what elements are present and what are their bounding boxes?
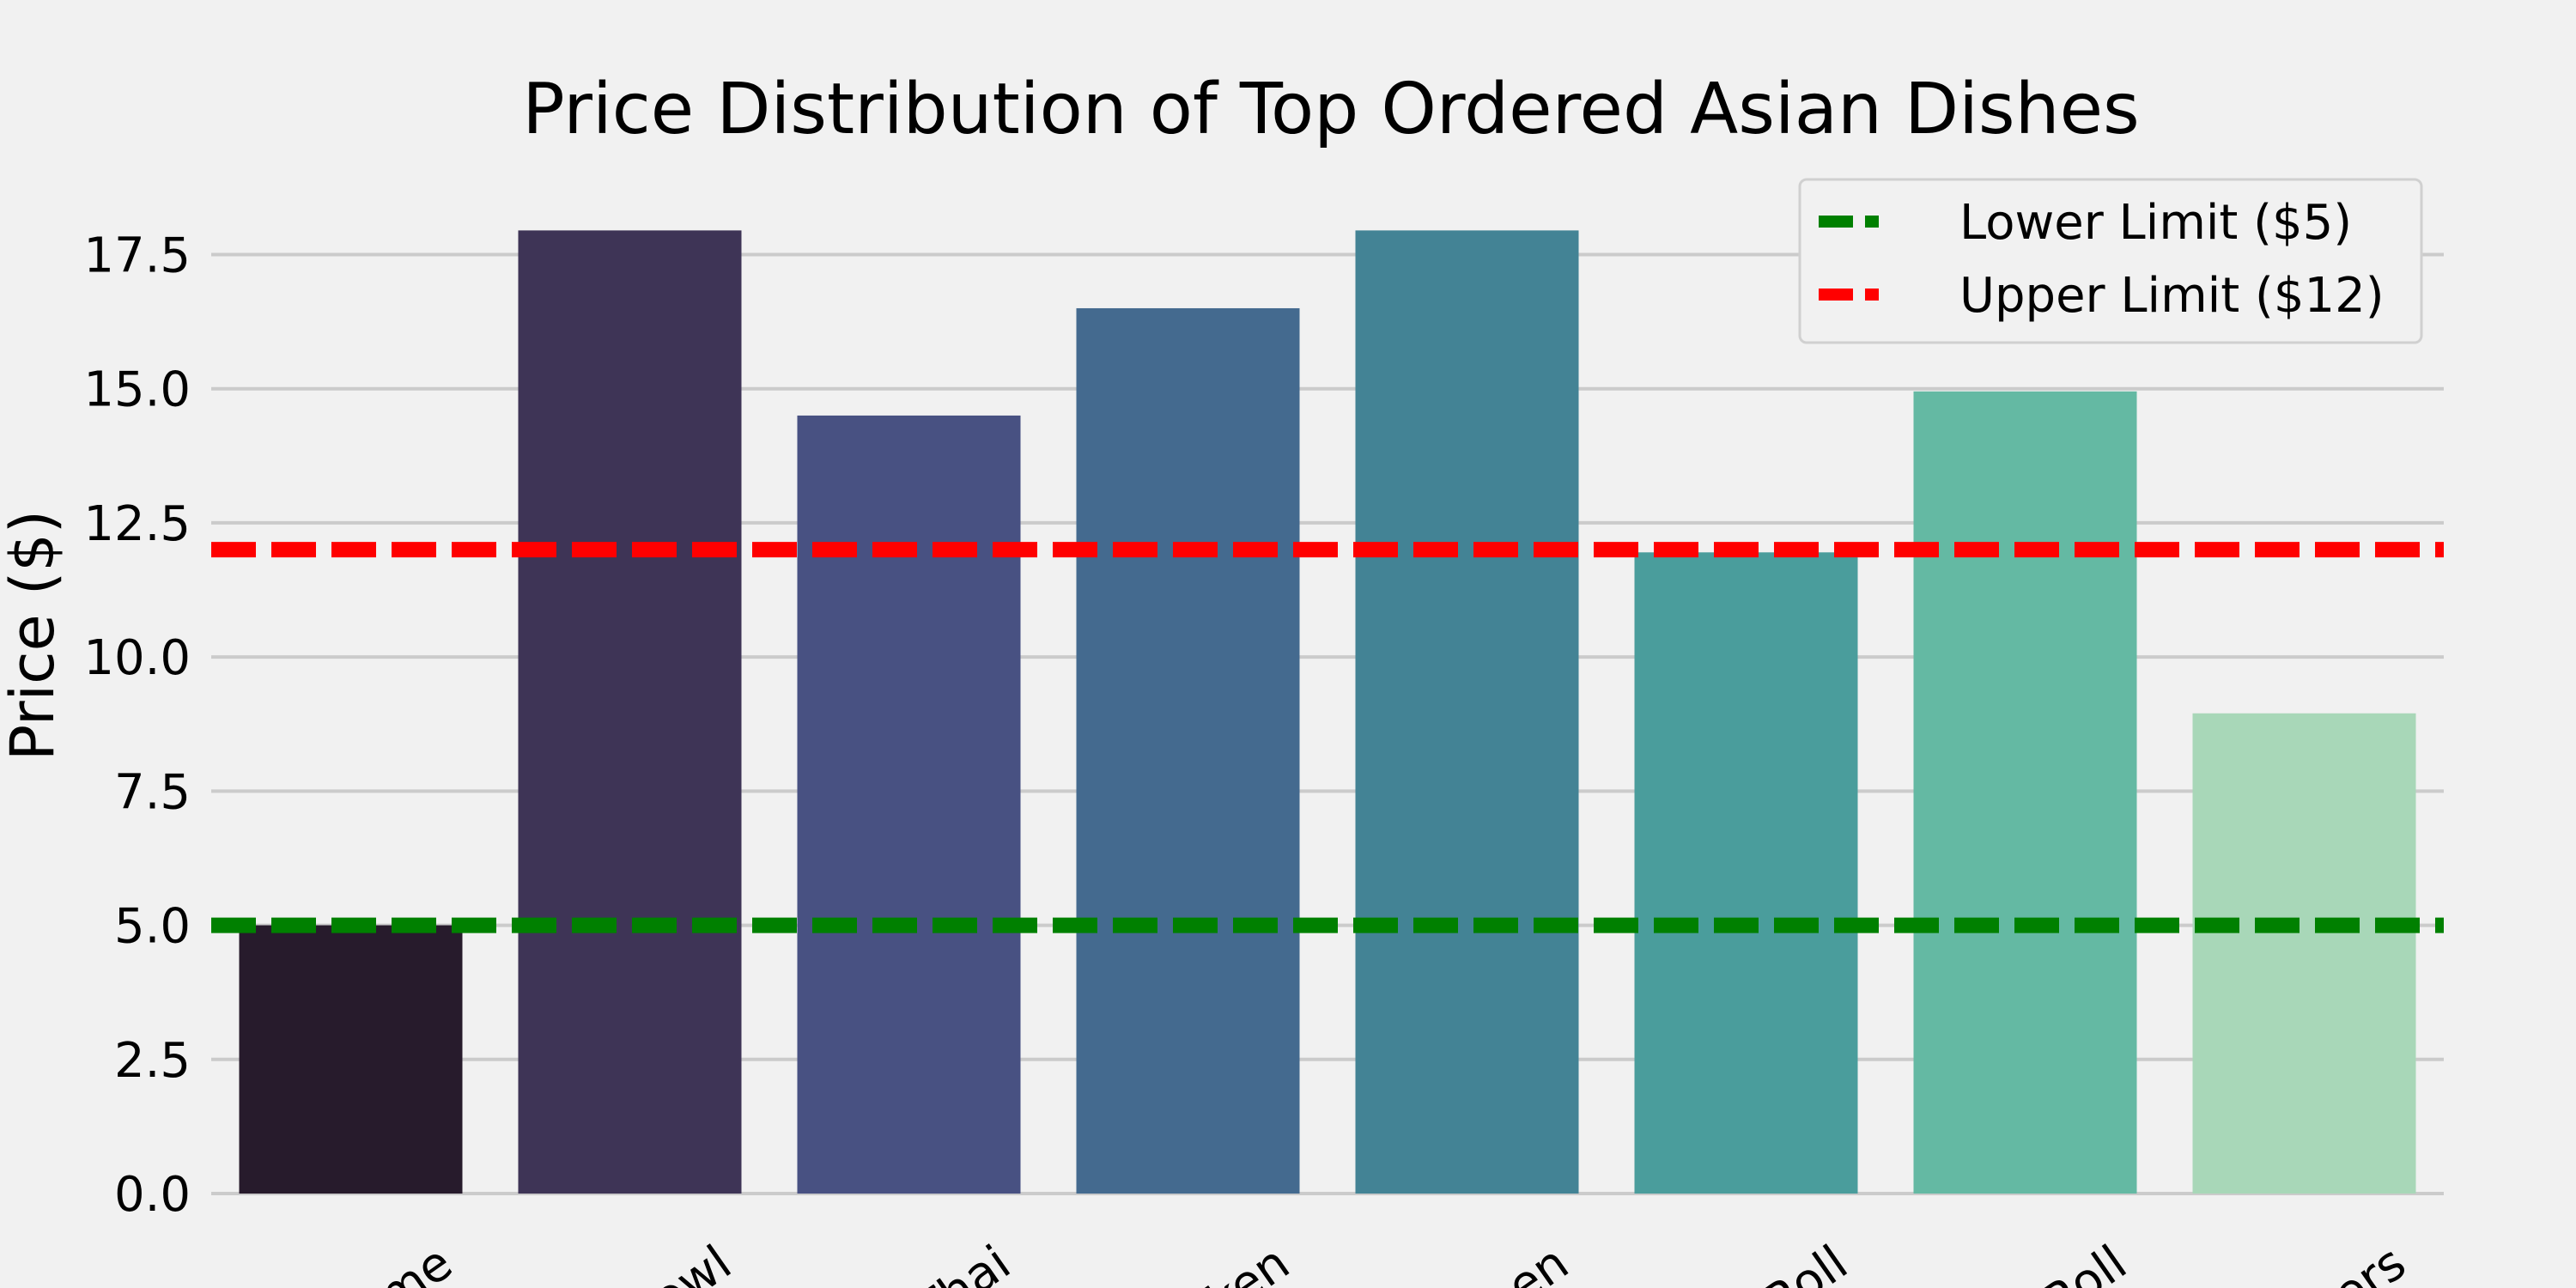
y-tick-label: 10.0 <box>83 630 191 686</box>
y-tick-label: 2.5 <box>114 1033 191 1089</box>
x-tick-label: owl <box>642 1235 742 1288</box>
x-tick-label: men <box>1459 1235 1578 1288</box>
bar-4 <box>1355 230 1579 1194</box>
x-tick-label: kers <box>2301 1235 2415 1288</box>
legend-frame <box>1798 178 2423 344</box>
y-tick-label: 17.5 <box>83 228 191 283</box>
y-tick-label: 15.0 <box>83 362 191 418</box>
x-tick-label: Roll <box>2033 1235 2137 1288</box>
y-tick-label: 0.0 <box>114 1167 191 1223</box>
x-tick-label: Roll <box>1754 1235 1858 1288</box>
bar-6 <box>1913 391 2137 1194</box>
x-tick-label: ken <box>1197 1235 1300 1288</box>
bar-2 <box>797 415 1021 1194</box>
x-tick-label: Thai <box>903 1235 1020 1288</box>
x-tick-label: me <box>368 1235 462 1288</box>
x-axis-ticks: me owl Thai ken men Roll Roll kers <box>368 1235 2415 1288</box>
bar-1 <box>518 230 742 1194</box>
legend: Lower Limit ($5) Upper Limit ($12) <box>1798 178 2423 344</box>
legend-entry-upper-limit: Upper Limit ($12) <box>1959 268 2385 324</box>
bars <box>239 230 2416 1194</box>
y-tick-label: 12.5 <box>83 496 191 552</box>
legend-entry-lower-limit: Lower Limit ($5) <box>1959 195 2352 251</box>
bar-5 <box>1634 552 1858 1194</box>
bar-3 <box>1076 307 1300 1194</box>
y-tick-label: 5.0 <box>114 899 191 955</box>
chart-title: Price Distribution of Top Ordered Asian … <box>522 69 2140 150</box>
bar-0 <box>239 925 463 1194</box>
bar-7 <box>2192 713 2416 1194</box>
y-axis-label: Price ($) <box>0 510 68 761</box>
y-tick-label: 7.5 <box>114 764 191 820</box>
reference-lines <box>211 542 2444 933</box>
y-axis-ticks: 0.0 2.5 5.0 7.5 10.0 12.5 15.0 17.5 <box>83 228 191 1223</box>
